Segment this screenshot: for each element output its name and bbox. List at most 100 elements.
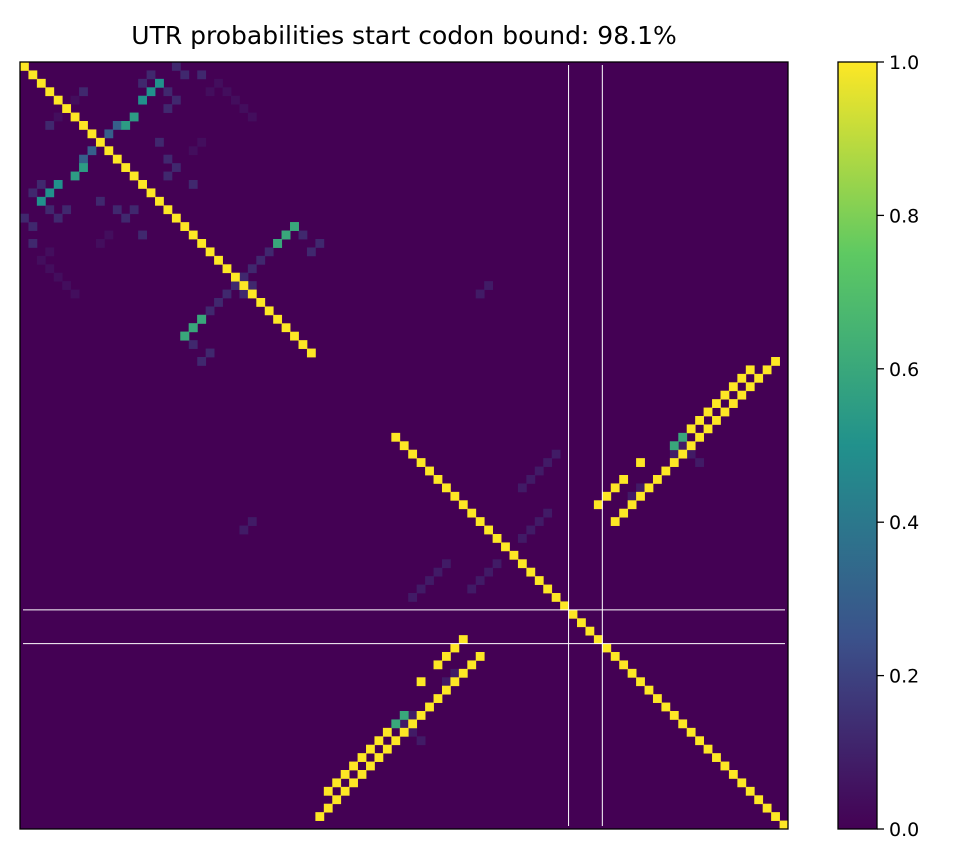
heatmap-cell xyxy=(517,483,527,493)
heatmap-cell xyxy=(720,390,730,400)
heatmap-cell xyxy=(737,373,747,383)
diagonal-cell xyxy=(636,677,645,687)
heatmap-cell xyxy=(703,407,713,417)
heatmap-cell xyxy=(138,230,147,240)
heatmap-cell xyxy=(712,399,721,408)
heatmap-cell xyxy=(669,458,679,467)
diagonal-cell xyxy=(239,281,249,290)
diagonal-cell xyxy=(273,314,283,324)
heatmap-cell xyxy=(366,744,375,754)
heatmap-cell xyxy=(112,121,122,130)
colorbar-frame xyxy=(837,61,878,830)
heatmap-cell xyxy=(247,112,257,122)
heatmap-cell xyxy=(450,668,460,678)
heatmap-cell xyxy=(129,205,139,215)
heatmap-cell xyxy=(155,78,164,88)
heatmap-cell xyxy=(534,466,544,476)
heatmap-cell xyxy=(543,458,553,467)
heatmap-cell xyxy=(340,770,350,779)
heatmap-cell xyxy=(45,121,55,130)
heatmap-cell xyxy=(484,281,494,290)
heatmap-cell xyxy=(70,289,80,299)
heatmap-cell xyxy=(619,508,629,518)
heatmap-cell xyxy=(256,255,266,265)
heatmap-cell xyxy=(281,230,291,240)
highlight-lines xyxy=(23,65,785,826)
heatmap-cell xyxy=(70,95,80,105)
heatmap-cell xyxy=(686,424,696,434)
colorbar-tick-label: 0.4 xyxy=(889,512,919,534)
heatmap-cell xyxy=(197,70,207,80)
heatmap-cell xyxy=(332,795,342,805)
heatmap-cell xyxy=(627,500,637,510)
heatmap-cell xyxy=(652,475,662,484)
heatmap-cell xyxy=(62,281,72,290)
diagonal-cell xyxy=(230,272,240,282)
heatmap-cell xyxy=(686,449,696,459)
colorbar: 0.0 0.2 0.4 0.6 0.8 1.0 xyxy=(837,52,919,841)
heatmap-cell xyxy=(703,424,713,434)
diagonal-cell xyxy=(306,348,316,358)
heatmap-cell xyxy=(323,786,333,796)
heatmap-cell xyxy=(399,719,409,729)
heatmap-cell xyxy=(416,736,426,746)
diagonal-cell xyxy=(619,660,629,670)
diagonal-cell xyxy=(728,770,738,779)
heatmap-cell xyxy=(121,121,131,130)
heatmap-cell xyxy=(382,744,392,754)
diagonal-cell xyxy=(180,222,190,231)
diagonal-cell xyxy=(121,163,131,172)
diagonal-cell xyxy=(467,508,477,518)
heatmap-cell xyxy=(669,441,679,451)
heatmap-cell xyxy=(180,70,190,80)
heatmap-cell xyxy=(425,702,434,712)
heatmap-cell xyxy=(610,517,620,526)
heatmap-cell xyxy=(458,668,468,678)
diagonal-cell xyxy=(247,289,257,299)
diagonal-cell xyxy=(652,694,662,703)
diagonal-cell xyxy=(138,180,147,189)
heatmap-cell xyxy=(467,660,477,670)
heatmap-cell xyxy=(222,289,232,299)
diagonal-cell xyxy=(290,331,299,341)
diagonal-cell xyxy=(458,500,468,510)
heatmap-cell xyxy=(534,517,544,526)
diagonal-cell xyxy=(87,129,97,139)
heatmap-cell xyxy=(695,432,704,442)
heatmap-cell xyxy=(222,87,232,97)
diagonal-cell xyxy=(62,104,72,113)
heatmap-cell xyxy=(374,736,384,746)
diagonal-cell xyxy=(484,525,494,535)
heatmap-cell xyxy=(728,399,738,408)
diagonal-cell xyxy=(593,635,603,644)
heatmap-cell xyxy=(593,500,603,510)
diagonal-cell xyxy=(695,736,704,746)
diagonal-cell xyxy=(501,542,510,552)
heatmap-cell xyxy=(416,677,426,687)
heatmap-cell xyxy=(290,222,299,231)
heatmap-cell xyxy=(433,694,443,703)
diagonal-cell xyxy=(686,727,696,737)
heatmap-cell xyxy=(602,491,612,501)
heatmap-cell xyxy=(45,247,55,257)
diagonal-cell xyxy=(79,121,88,130)
diagonal-cell xyxy=(560,601,569,611)
heatmap-cell xyxy=(399,711,409,720)
heatmap-cell xyxy=(475,652,485,661)
diagonal-cell xyxy=(644,685,654,695)
diagonal-cell xyxy=(551,593,561,602)
heatmap-cell xyxy=(53,213,63,223)
heatmap-cell xyxy=(771,357,780,366)
diagonal-cell xyxy=(281,323,291,333)
heatmap-frame xyxy=(19,61,789,830)
heatmap-cell xyxy=(28,239,38,248)
diagonal-cell xyxy=(425,466,434,476)
diagonal-cell xyxy=(188,230,198,240)
heatmap-cell xyxy=(53,112,63,122)
heatmap-cell xyxy=(188,180,198,189)
diagonal-cell xyxy=(754,795,764,805)
heatmap-cell xyxy=(526,525,536,535)
heatmap-cell xyxy=(79,87,88,97)
diagonal-cell xyxy=(534,576,544,585)
